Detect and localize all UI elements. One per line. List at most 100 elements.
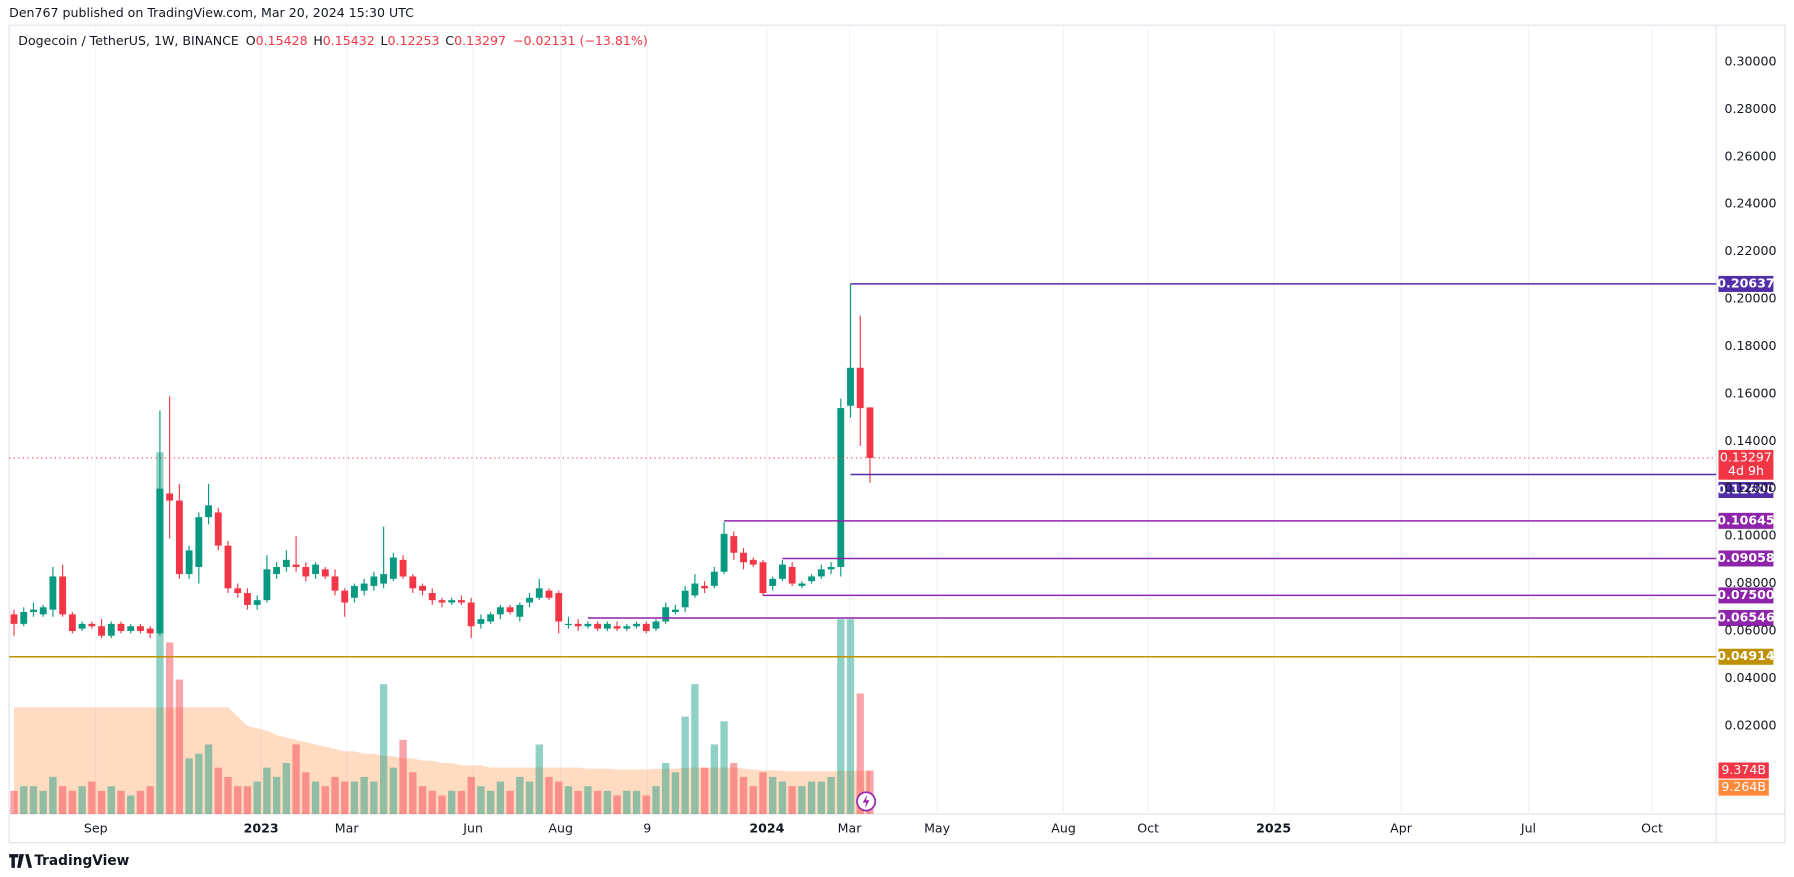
volume-pane — [10, 452, 874, 815]
ohlc-label: C — [445, 33, 454, 48]
volume-bar — [292, 744, 300, 815]
volume-bar — [379, 684, 388, 815]
level-label: 0.06546 — [1717, 610, 1775, 625]
volume-bar — [535, 744, 543, 815]
volume-bar — [506, 790, 514, 815]
close-value: 0.13297 — [454, 33, 506, 48]
y-tick-label: 0.28000 — [1725, 101, 1777, 116]
candle-body — [769, 578, 777, 586]
volume-bar — [593, 790, 602, 815]
candle-body — [409, 576, 417, 589]
volume-bar — [146, 786, 154, 815]
volume-bar — [662, 763, 670, 815]
x-tick-label: 9 — [643, 820, 651, 835]
candle-body — [30, 609, 37, 613]
volume-bar — [78, 786, 86, 815]
y-tick-label: 0.24000 — [1725, 196, 1777, 211]
volume-bar — [623, 790, 631, 815]
volume-label-box — [1718, 762, 1769, 779]
volume-bar — [798, 786, 806, 815]
candle-body — [448, 600, 456, 603]
volume-bar — [642, 795, 650, 815]
candle-body — [526, 597, 533, 603]
volume-bar — [584, 786, 592, 815]
candle-body — [691, 583, 699, 596]
logo — [9, 854, 33, 868]
x-tick-label: 2025 — [1256, 820, 1291, 835]
candle-body — [720, 533, 728, 572]
volume-bar — [486, 790, 495, 815]
candle-body — [613, 626, 621, 629]
volume-bar — [759, 772, 767, 815]
candle-body — [584, 623, 592, 627]
volume-bar — [10, 790, 18, 815]
volume-bar — [438, 795, 446, 815]
volume-bar — [20, 786, 28, 815]
volume-bar — [496, 781, 505, 815]
x-tick-label: May — [924, 820, 951, 835]
candle-body — [321, 569, 329, 577]
volume-ma-area — [14, 707, 870, 815]
x-tick-label: Mar — [335, 820, 360, 835]
candle-body — [331, 576, 339, 591]
level-label: 0.04914 — [1717, 648, 1775, 663]
candle-body — [214, 512, 222, 546]
volume-bar — [603, 790, 612, 815]
volume-bar — [243, 786, 252, 815]
volume-bar — [360, 776, 368, 815]
level-label: 0.20637 — [1717, 275, 1774, 290]
candle-body — [808, 576, 816, 582]
publisher: Den767 published on TradingView.com, Mar… — [9, 5, 414, 20]
y-tick-label: 0.30000 — [1725, 53, 1777, 68]
candle-body — [20, 612, 28, 624]
volume-bar — [846, 619, 855, 815]
candle-body — [88, 623, 96, 627]
level-label-box — [1718, 512, 1774, 529]
current-price-box — [1718, 449, 1774, 480]
candle-body — [428, 593, 436, 601]
candle-body — [399, 559, 407, 577]
x-tick-label: Sep — [84, 820, 108, 835]
x-tick-label: Jul — [1520, 820, 1536, 835]
volume-bar — [195, 753, 203, 815]
change: −0.02131 (−13.81%) — [513, 33, 648, 48]
level-label-box — [1718, 587, 1774, 604]
ohlc-label: O — [246, 33, 256, 48]
volume-bar — [525, 781, 534, 815]
candle-body — [535, 588, 543, 598]
volume-bar — [769, 776, 777, 815]
volume-bar — [272, 776, 281, 815]
volume-bar — [127, 795, 135, 815]
volume-bar — [681, 716, 689, 815]
volume-bar — [652, 786, 660, 815]
candle-body — [565, 623, 572, 626]
candle-body — [137, 626, 144, 631]
candle-body — [360, 583, 368, 591]
high-value: 0.15432 — [323, 33, 375, 48]
volume-bar — [97, 790, 106, 815]
candle-body — [195, 517, 203, 567]
candle-body — [749, 559, 757, 565]
volume-bar — [739, 776, 748, 815]
candle-body — [710, 571, 718, 586]
volume-label: 9.374B — [1721, 762, 1766, 777]
level-label-box — [1718, 648, 1774, 665]
y-tick-label: 0.22000 — [1725, 243, 1777, 258]
volume-bar — [68, 790, 77, 815]
candle-body — [263, 569, 271, 601]
volume-bar — [204, 744, 213, 815]
volume-bar — [817, 781, 825, 815]
candle-body — [370, 576, 378, 586]
candle-body — [817, 569, 825, 577]
volume-bar — [389, 767, 398, 815]
volume-bar — [302, 772, 310, 815]
volume-bar — [428, 790, 436, 815]
volume-bar — [418, 786, 427, 815]
candle-body — [662, 607, 670, 622]
candle-body — [681, 590, 689, 608]
volume-bar — [136, 790, 145, 815]
x-tick-label: Oct — [1641, 820, 1663, 835]
level-label: 0.07500 — [1717, 587, 1775, 602]
candle-body — [419, 585, 426, 591]
candle-body — [594, 623, 602, 629]
